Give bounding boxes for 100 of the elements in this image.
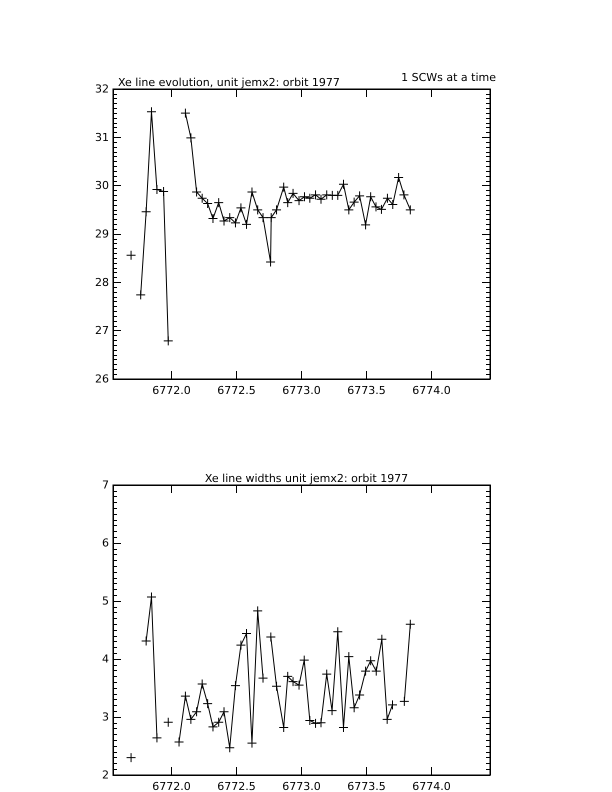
point xyxy=(163,717,174,728)
y-tick-label: 2 xyxy=(102,768,109,782)
point xyxy=(266,632,276,642)
point xyxy=(152,184,162,195)
y-tick-label: 5 xyxy=(102,594,109,608)
point xyxy=(202,698,213,709)
point xyxy=(141,206,152,217)
point xyxy=(382,714,392,724)
x-tick-label: 6773.5 xyxy=(347,780,386,792)
point xyxy=(332,626,343,637)
text: 1 SCWs at a time xyxy=(401,71,496,84)
point xyxy=(141,636,152,646)
point xyxy=(405,204,416,215)
x-tick-label: 6773.0 xyxy=(282,780,321,792)
chart-title: Xe line widths unit jemx2: orbit 1977 xyxy=(204,472,408,485)
point xyxy=(405,619,416,630)
point xyxy=(322,669,332,680)
point xyxy=(388,700,398,710)
y-tick-label: 30 xyxy=(95,179,109,192)
point xyxy=(126,250,136,260)
point xyxy=(371,666,382,676)
point xyxy=(246,738,257,748)
point xyxy=(242,219,252,230)
point xyxy=(272,204,282,215)
point xyxy=(338,179,348,190)
point xyxy=(136,290,146,300)
point xyxy=(258,673,268,684)
point xyxy=(316,718,326,728)
point xyxy=(152,732,162,743)
point xyxy=(299,655,310,666)
point xyxy=(360,220,371,230)
point xyxy=(126,752,136,763)
x-tick-label: 6774.0 xyxy=(412,780,451,792)
y-tick-label: 27 xyxy=(95,324,109,338)
point xyxy=(252,606,263,616)
point xyxy=(208,214,218,224)
point xyxy=(180,691,190,702)
point xyxy=(344,204,354,215)
x-tick-label: 6774.0 xyxy=(412,384,451,397)
x-tick-label: 6773.0 xyxy=(282,384,321,397)
y-tick-label: 3 xyxy=(102,710,109,724)
point xyxy=(146,106,156,117)
point xyxy=(322,190,332,200)
point xyxy=(294,196,304,206)
point xyxy=(272,681,282,692)
y-tick-label: 6 xyxy=(102,536,109,550)
y-tick-label: 7 xyxy=(102,478,109,492)
point xyxy=(252,204,263,215)
point xyxy=(230,680,240,691)
point xyxy=(219,706,230,717)
point xyxy=(282,198,293,208)
point xyxy=(399,696,410,706)
point xyxy=(197,678,208,689)
point xyxy=(327,706,338,716)
point xyxy=(394,172,404,182)
x-tick-label: 6773.5 xyxy=(347,384,386,397)
y-tick-label: 32 xyxy=(95,82,109,96)
point xyxy=(349,197,360,208)
x-tick-label: 6772.0 xyxy=(152,384,191,397)
point xyxy=(266,212,276,223)
point xyxy=(366,656,376,666)
y-tick-label: 29 xyxy=(95,228,109,240)
y-tick-label: 4 xyxy=(102,652,109,666)
point xyxy=(246,186,257,197)
x-tick-label: 6772.5 xyxy=(217,384,256,397)
point xyxy=(224,742,235,753)
point xyxy=(376,634,387,644)
point xyxy=(360,666,371,676)
point xyxy=(299,192,310,202)
x-tick-label: 6772.5 xyxy=(217,780,256,792)
point xyxy=(236,640,246,650)
point xyxy=(186,714,196,724)
point xyxy=(158,186,169,196)
point xyxy=(278,182,289,192)
point xyxy=(236,202,246,213)
point xyxy=(278,722,289,732)
point xyxy=(354,190,365,201)
point xyxy=(266,257,276,268)
point xyxy=(163,336,174,346)
point xyxy=(332,190,343,200)
point xyxy=(258,212,268,223)
point xyxy=(304,193,315,204)
point xyxy=(186,132,196,143)
point xyxy=(214,198,224,208)
chart-title: Xe line evolution, unit jemx2: orbit 1977 xyxy=(118,76,340,89)
point xyxy=(174,736,184,747)
y-tick-label: 26 xyxy=(95,372,109,386)
point xyxy=(344,652,354,662)
y-tick-label: 28 xyxy=(95,276,109,289)
point xyxy=(219,216,230,226)
point xyxy=(192,706,202,717)
point xyxy=(288,188,298,198)
point xyxy=(398,190,409,200)
point xyxy=(214,717,224,728)
point xyxy=(366,192,376,202)
y-tick-label: 31 xyxy=(95,130,109,144)
point xyxy=(180,108,190,118)
x-tick-label: 6772.0 xyxy=(152,780,191,792)
point xyxy=(208,722,218,732)
point xyxy=(354,690,365,700)
